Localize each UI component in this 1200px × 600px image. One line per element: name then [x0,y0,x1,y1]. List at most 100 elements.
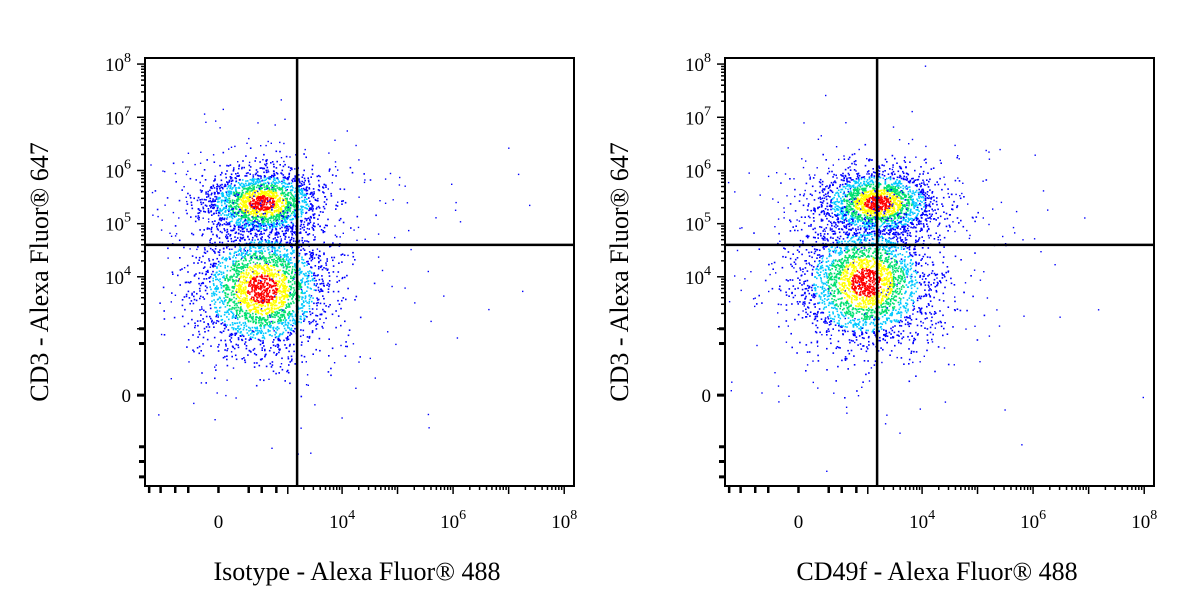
event-dot [251,184,253,187]
event-dot [254,287,256,290]
event-dot [277,257,280,260]
event-dot [252,321,254,324]
event-dot [258,233,261,236]
event-dot [250,259,252,261]
event-dot [263,292,265,294]
event-dot [240,226,243,229]
event-dot [246,299,249,302]
event-dot [321,278,324,281]
event-dot [274,226,277,228]
event-dot [193,275,196,277]
event-dot [229,192,231,194]
event-dot [194,324,197,327]
event-dot [256,274,259,276]
event-dot [246,191,249,193]
event-dot [308,222,311,225]
event-dot [222,302,224,304]
event-dot [324,183,326,186]
event-dot [272,163,275,166]
event-dot [221,204,223,207]
event-dot [272,190,275,192]
event-dot [305,219,308,222]
event-dot [260,358,262,361]
event-dot [243,312,246,315]
event-dot [208,277,210,279]
event-dot [249,262,252,264]
event-dot [226,274,228,276]
event-dot [272,195,274,197]
event-dot [268,302,271,305]
event-dot [218,224,221,227]
event-dot [337,315,340,317]
event-dot [330,374,332,377]
event-dot [226,231,228,234]
event-dot [285,329,287,332]
event-dot [266,206,269,208]
event-dot [308,188,311,190]
event-dot [311,275,313,277]
event-dot [255,264,257,266]
event-dot [269,316,271,318]
event-dot [253,305,256,308]
event-dot [198,218,200,221]
event-dot [288,288,290,290]
event-dot [222,247,225,250]
event-dot [245,313,248,316]
event-dot [214,178,216,180]
event-dot [243,302,246,304]
event-dot [301,281,304,283]
event-dot [217,287,219,289]
event-dot [239,226,242,229]
event-dot [263,224,265,226]
event-dot [281,322,283,325]
event-dot [217,251,220,253]
event-dot [219,297,221,300]
event-dot [269,289,271,292]
event-dot [216,190,218,192]
event-dot [174,294,177,296]
event-dot [251,290,253,293]
event-dot [189,194,191,197]
event-dot [290,288,292,291]
event-dot [240,247,242,250]
event-dot [288,176,290,178]
event-dot [234,195,237,197]
event-dot [301,290,303,293]
event-dot [262,183,264,186]
event-dot [244,187,246,190]
event-dot [244,219,246,222]
event-dot [212,154,215,156]
event-dot [293,202,295,204]
event-dot [236,291,239,293]
event-dot [276,219,278,222]
event-dot [253,241,256,244]
event-dot [308,302,310,305]
event-dot [246,193,249,195]
event-dot [223,275,225,277]
event-dot [213,206,215,209]
event-dot [309,287,312,290]
event-dot [278,269,280,272]
event-dot [281,262,284,265]
event-dot [283,276,286,279]
event-dot [277,315,279,318]
event-dot [236,322,238,324]
event-dot [278,287,280,290]
event-dot [274,188,277,190]
event-dot [212,233,214,236]
event-dot [225,345,227,347]
event-dot [232,191,235,193]
event-dot [278,322,281,324]
event-dot [288,313,291,315]
event-dot [293,276,296,278]
event-dot [281,169,284,172]
event-dot [264,182,267,184]
event-dot [455,201,457,204]
event-dot [284,311,287,314]
event-dot [237,194,239,196]
event-dot [255,205,258,208]
event-dot [253,362,256,364]
event-dot [261,233,263,235]
event-dot [307,280,309,282]
event-dot [284,344,286,346]
